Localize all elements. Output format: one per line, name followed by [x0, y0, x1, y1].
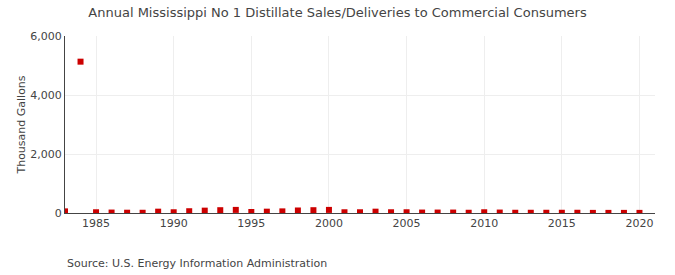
- svg-text:4,000: 4,000: [30, 89, 62, 102]
- svg-text:Source: U.S. Energy Informatio: Source: U.S. Energy Information Administ…: [67, 257, 327, 270]
- svg-text:0: 0: [55, 207, 62, 220]
- svg-text:Annual Mississippi No 1 Distil: Annual Mississippi No 1 Distillate Sales…: [88, 5, 587, 20]
- svg-text:6,000: 6,000: [30, 30, 62, 43]
- svg-text:Thousand Gallons: Thousand Gallons: [15, 75, 28, 174]
- svg-text:2000: 2000: [315, 217, 343, 230]
- svg-text:2010: 2010: [470, 217, 498, 230]
- svg-text:2005: 2005: [393, 217, 421, 230]
- svg-text:1995: 1995: [237, 217, 265, 230]
- svg-text:2,000: 2,000: [30, 148, 62, 161]
- svg-text:2015: 2015: [548, 217, 576, 230]
- svg-text:1990: 1990: [160, 217, 188, 230]
- svg-text:2020: 2020: [625, 217, 653, 230]
- svg-text:1985: 1985: [82, 217, 110, 230]
